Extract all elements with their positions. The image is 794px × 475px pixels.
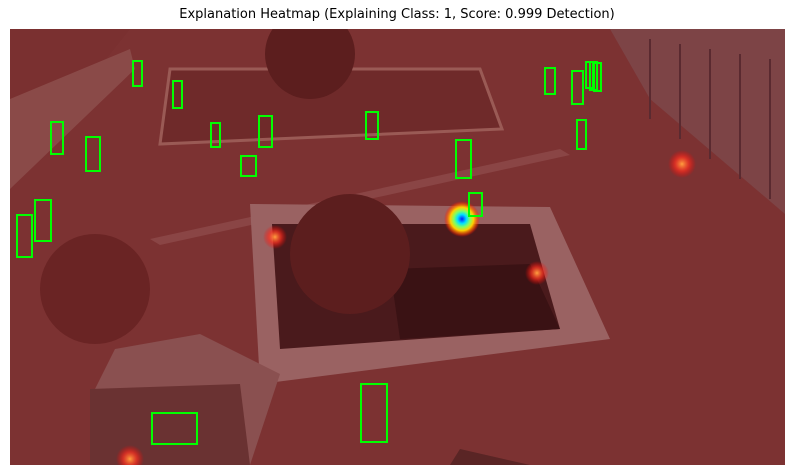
sunken-court-shadow [390, 264, 560, 339]
building-windows [649, 39, 771, 199]
detection-box [240, 155, 257, 177]
detection-box [258, 115, 273, 148]
tree-left [40, 234, 150, 344]
heat-spot [263, 225, 287, 249]
detection-box [365, 111, 379, 140]
tree-top [265, 29, 355, 99]
detection-box [576, 119, 587, 150]
heatmap-canvas [10, 29, 785, 465]
detection-box [151, 412, 198, 445]
detection-box [455, 139, 472, 179]
detection-box [172, 80, 183, 109]
heatmap-figure [10, 29, 785, 465]
upper-planter [158, 67, 505, 146]
building [610, 29, 785, 214]
left-wall [10, 49, 135, 189]
heat-spot [525, 261, 549, 285]
heat-spot [668, 150, 696, 178]
pergola-shadow [90, 384, 250, 465]
detection-boxes [16, 60, 602, 445]
detection-box [50, 121, 64, 155]
detection-box [210, 122, 221, 148]
detection-box [544, 67, 556, 95]
detection-box [360, 383, 388, 443]
detection-box [132, 60, 143, 87]
figure-title: Explanation Heatmap (Explaining Class: 1… [179, 7, 615, 22]
detection-box [85, 136, 101, 172]
detection-box [16, 214, 33, 258]
heat-spot-main [444, 201, 480, 237]
heat-spot [116, 445, 144, 465]
detection-box [34, 199, 52, 242]
tree-center [290, 194, 410, 314]
detection-box [571, 70, 584, 105]
detection-box [593, 62, 602, 92]
detection-box [468, 192, 483, 217]
